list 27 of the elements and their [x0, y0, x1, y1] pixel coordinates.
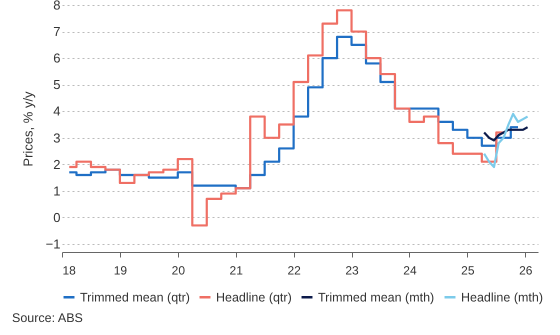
line-series	[483, 112, 529, 168]
x-tick-label: 22	[287, 264, 302, 278]
legend-label: Trimmed mean (mth)	[318, 290, 434, 304]
y-tick-label: 4	[53, 104, 60, 119]
y-tick-label: 7	[53, 24, 60, 40]
y-tick-label: 0	[53, 210, 60, 225]
y-axis-title: Prices, % y/y	[20, 90, 36, 167]
y-tick-label: 5	[53, 77, 60, 92]
x-tick-label: 20	[172, 264, 186, 278]
x-tick-label: 18	[62, 264, 76, 278]
legend-label: Headline (qtr)	[216, 290, 292, 304]
legend-label: Headline (mth)	[461, 290, 543, 304]
legend-label: Trimmed mean (qtr)	[80, 290, 190, 304]
y-tick-label: 1	[53, 183, 60, 198]
y-tick-label: 2	[53, 156, 60, 172]
y-tick-label: 8	[53, 0, 60, 12]
y-tick-label: 3	[53, 130, 60, 146]
x-tick-label: 21	[230, 264, 244, 278]
line-series	[483, 126, 529, 142]
x-tick-label: 26	[519, 264, 533, 278]
x-tick-label: 25	[461, 264, 475, 278]
source-note: Source: ABS	[12, 311, 83, 325]
x-tick-label: 23	[345, 264, 360, 278]
x-tick-label: 19	[114, 264, 128, 278]
y-tick-label: −1	[46, 236, 60, 252]
x-tick-label: 24	[403, 264, 417, 278]
y-tick-label: 6	[53, 50, 60, 66]
